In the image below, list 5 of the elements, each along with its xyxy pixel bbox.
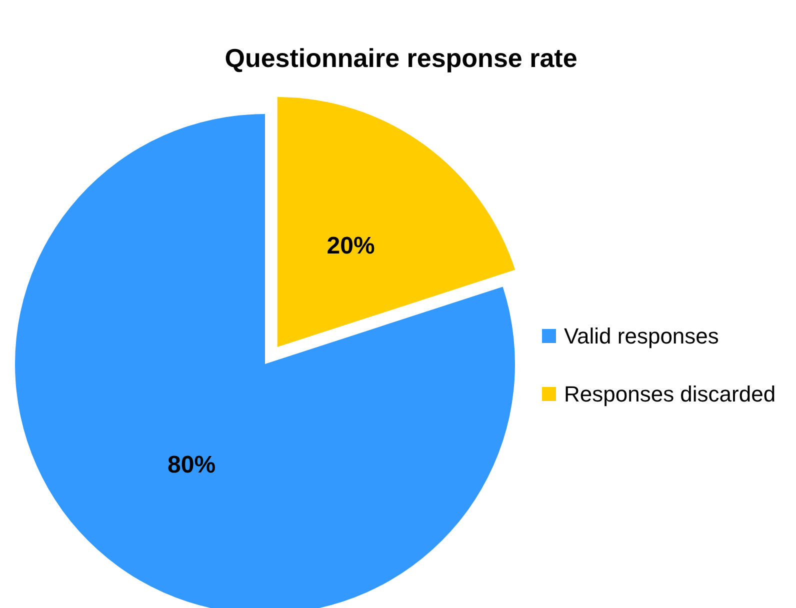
legend-label: Valid responses [564, 324, 719, 348]
chart-title: Questionnaire response rate [224, 43, 578, 73]
legend-label: Responses discarded [564, 382, 776, 406]
data-label: 20% [326, 232, 375, 260]
data-label: 80% [168, 452, 216, 479]
